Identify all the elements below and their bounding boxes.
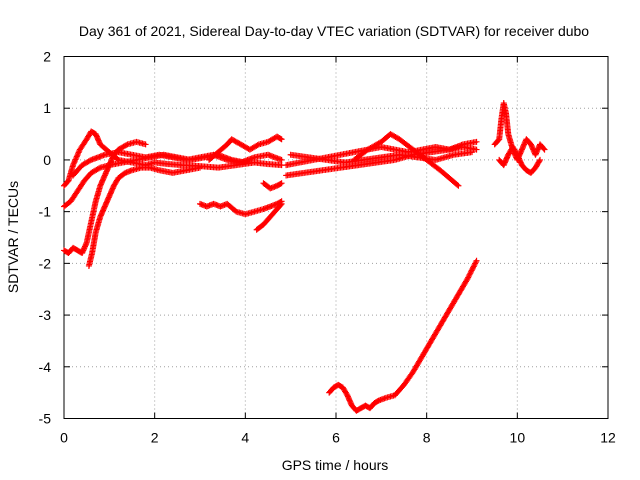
data-point	[254, 142, 261, 149]
y-tick-label: 1	[43, 100, 51, 116]
chart-title: Day 361 of 2021, Sidereal Day-to-day VTE…	[79, 23, 589, 39]
series-arc-9	[206, 133, 285, 163]
y-tick-label: -4	[39, 359, 52, 375]
x-tick-label: 10	[510, 430, 526, 446]
data-point	[142, 141, 149, 148]
data-point	[467, 268, 474, 275]
y-tick-label: 2	[43, 49, 51, 65]
data-point	[537, 156, 543, 163]
series-arc-12	[351, 131, 462, 189]
data-point	[466, 271, 473, 278]
x-tick-label: 2	[151, 430, 159, 446]
x-tick-label: 12	[600, 430, 616, 446]
data-point	[536, 158, 543, 165]
data-point	[473, 146, 480, 153]
data-point	[277, 135, 284, 142]
data-point	[472, 259, 479, 266]
data-point	[278, 180, 285, 187]
x-tick-label: 6	[332, 430, 340, 446]
data-point	[468, 267, 475, 274]
data-point	[123, 142, 130, 149]
y-tick-label: -5	[39, 411, 52, 427]
ticks	[63, 56, 609, 419]
data-point	[467, 270, 474, 277]
x-tick-label: 8	[423, 430, 431, 446]
data-point	[473, 257, 480, 264]
data-point	[277, 180, 284, 187]
y-tick-label: -1	[39, 204, 52, 220]
data-point	[197, 164, 203, 171]
data-point	[464, 275, 471, 282]
series-arc-15	[491, 100, 548, 163]
data-point	[465, 274, 472, 281]
data-point	[278, 200, 285, 207]
data-point	[278, 156, 285, 163]
y-axis-label: SDTVAR / TECUs	[5, 181, 21, 293]
y-tick-label: -2	[39, 255, 52, 271]
series-arc-8	[260, 180, 285, 192]
x-tick-label: 0	[60, 430, 68, 446]
data-point	[472, 260, 479, 267]
series-arc-14	[326, 257, 480, 414]
data-point	[541, 146, 548, 153]
data-point	[473, 138, 480, 145]
data-point	[471, 261, 478, 268]
x-tick-label: 4	[241, 430, 249, 446]
data-point	[278, 136, 285, 143]
data-point	[470, 264, 477, 271]
y-tick-label: -3	[39, 307, 52, 323]
data-point	[454, 181, 461, 188]
data-point	[455, 182, 462, 189]
data-point	[469, 149, 475, 156]
y-tick-label: 0	[43, 152, 51, 168]
data-point	[470, 263, 477, 270]
data-point	[540, 145, 547, 152]
data-point	[465, 273, 472, 280]
series-arc-16	[496, 144, 543, 176]
data-point	[469, 266, 476, 273]
series-arc-4	[85, 164, 203, 269]
series-arc-11	[283, 138, 480, 179]
series-arc-7	[253, 200, 285, 233]
data-point	[95, 165, 102, 172]
data-points	[61, 100, 548, 414]
x-axis-label: GPS time / hours	[282, 457, 389, 473]
series-arc-3	[61, 138, 149, 257]
data-point	[86, 157, 93, 164]
series-arc-13	[287, 149, 475, 166]
data-point	[277, 201, 284, 208]
